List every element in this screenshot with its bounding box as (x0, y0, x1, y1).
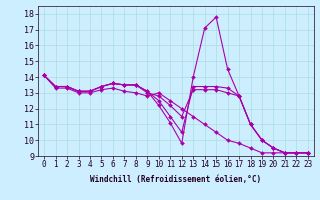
X-axis label: Windchill (Refroidissement éolien,°C): Windchill (Refroidissement éolien,°C) (91, 175, 261, 184)
